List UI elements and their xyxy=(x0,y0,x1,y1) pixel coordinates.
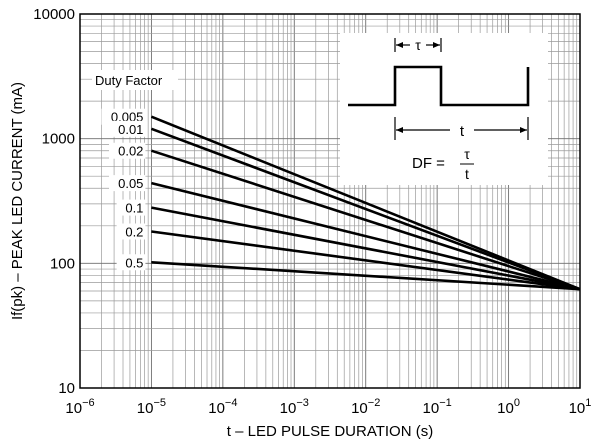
y-tick-label: 10 xyxy=(58,380,75,397)
series-label-bg xyxy=(116,223,146,240)
y-tick-label: 1000 xyxy=(42,131,75,148)
y-tick-label: 100 xyxy=(50,255,75,272)
x-tick-labels: 10−6 10−5 10−4 10−3 10−2 10−1 100 101 xyxy=(65,397,591,417)
formula-numerator: τ xyxy=(464,146,470,162)
x-tick-label: 101 xyxy=(569,397,592,417)
pulse-waveform xyxy=(348,65,530,107)
series-label-0.5: 0.5 xyxy=(125,255,143,270)
x-axis-label: t – LED PULSE DURATION (s) xyxy=(227,423,433,440)
tau-label: τ xyxy=(415,37,421,53)
series-lines xyxy=(150,115,581,291)
formula-denominator: t xyxy=(465,166,469,182)
period-label: t xyxy=(460,123,465,140)
series-label-0.05: 0.05 xyxy=(118,176,143,191)
series-label-0.1: 0.1 xyxy=(125,201,143,216)
inset-background xyxy=(92,33,548,185)
y-axis-label: If(pk) – PEAK LED CURRENT (mA) xyxy=(9,82,26,320)
plot-frame xyxy=(79,13,581,389)
series-label-bg xyxy=(109,142,146,159)
y-tick-label: 10000 xyxy=(33,6,75,23)
series-label-bg xyxy=(101,108,146,125)
x-tick-label: 10−2 xyxy=(351,397,380,417)
series-label-bg xyxy=(109,175,146,192)
x-tick-label: 10−5 xyxy=(137,397,166,417)
series-label-0.01: 0.01 xyxy=(118,122,143,137)
series-label-0.02: 0.02 xyxy=(118,144,143,159)
duty-factor-inset: τ t DF = τ t xyxy=(348,37,530,182)
legend-title: Duty Factor xyxy=(95,73,163,88)
series-label-0.2: 0.2 xyxy=(125,225,143,240)
series-line-0.2 xyxy=(151,230,581,291)
formula-lhs: DF = xyxy=(412,155,445,172)
x-tick-label: 10−1 xyxy=(423,397,452,417)
series-label-bg xyxy=(116,199,146,216)
x-tick-label: 10−6 xyxy=(65,397,94,417)
series-line-0.01 xyxy=(150,127,581,291)
series-line-0.05 xyxy=(151,181,581,291)
series-line-0.005 xyxy=(150,115,581,291)
x-tick-label: 10−4 xyxy=(208,397,237,417)
legend-title-bg xyxy=(92,70,178,90)
inset-panel xyxy=(340,33,548,185)
series-label-bg xyxy=(109,120,146,137)
series-label-bg xyxy=(116,254,146,271)
series-line-0.02 xyxy=(151,149,581,291)
series-line-0.1 xyxy=(151,206,581,291)
y-tick-labels: 10 100 1000 10000 xyxy=(33,6,75,397)
x-tick-label: 100 xyxy=(497,397,520,417)
series-line-0.5 xyxy=(151,261,581,291)
x-tick-label: 10−3 xyxy=(280,397,309,417)
